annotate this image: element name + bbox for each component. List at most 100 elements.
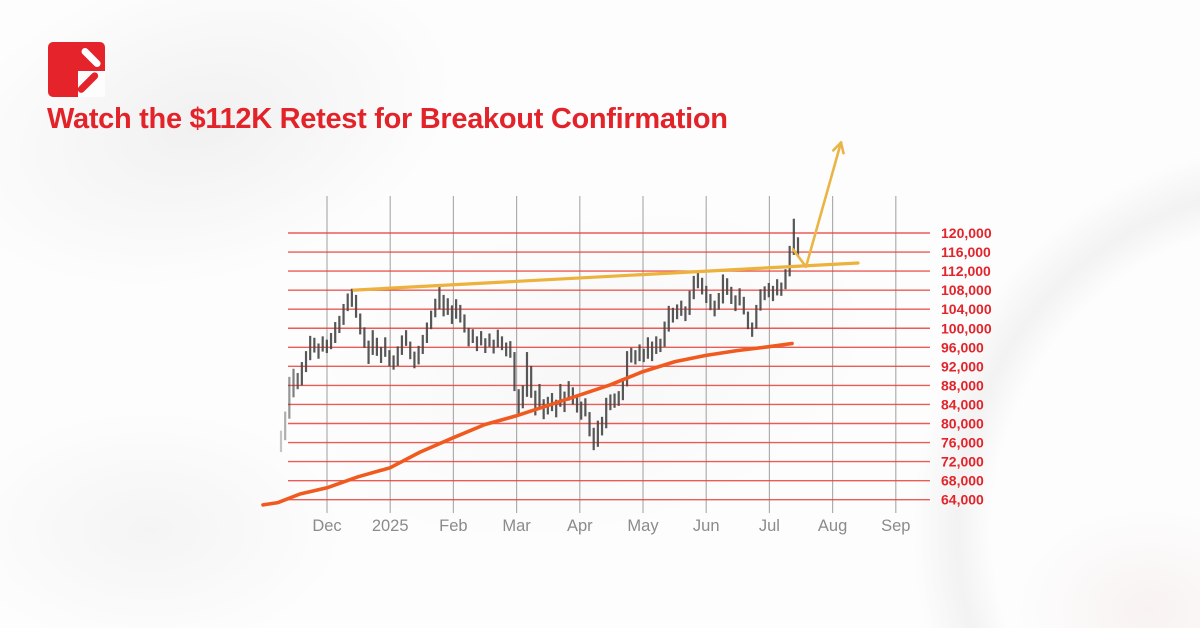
y-axis-label: 84,000 bbox=[941, 396, 984, 412]
price-bar bbox=[500, 336, 504, 351]
price-bar bbox=[738, 288, 741, 306]
price-bar bbox=[638, 344, 641, 362]
price-bar bbox=[284, 411, 287, 441]
price-bar bbox=[701, 277, 704, 295]
candlestick-series bbox=[279, 218, 800, 453]
y-axis-label: 112,000 bbox=[941, 263, 991, 279]
price-bar bbox=[304, 351, 308, 373]
price-bar bbox=[329, 333, 333, 350]
price-bar bbox=[292, 368, 295, 398]
price-bar bbox=[746, 311, 750, 330]
price-bar bbox=[505, 342, 508, 357]
price-bar bbox=[609, 394, 612, 411]
x-axis-labels: Dec 2025 Feb Mar Apr May Jun Jul Aug Sep bbox=[312, 517, 910, 535]
price-bar bbox=[475, 336, 479, 352]
x-axis-label: 2025 bbox=[372, 517, 409, 535]
price-bar bbox=[675, 304, 679, 320]
price-bar bbox=[734, 295, 737, 312]
price-bar bbox=[751, 322, 754, 337]
price-bar bbox=[359, 313, 362, 335]
x-axis-label: Mar bbox=[502, 517, 531, 535]
price-bar bbox=[667, 305, 670, 332]
price-bar bbox=[792, 218, 795, 255]
price-bar bbox=[705, 285, 708, 304]
price-bar bbox=[388, 350, 391, 367]
y-axis-label: 80,000 bbox=[941, 416, 984, 432]
price-bar bbox=[459, 304, 462, 323]
price-bar bbox=[509, 341, 512, 358]
price-bar bbox=[530, 365, 533, 398]
price-bar bbox=[788, 245, 791, 277]
price-bar bbox=[588, 412, 591, 437]
price-bar bbox=[555, 399, 558, 418]
y-axis-label: 116,000 bbox=[941, 244, 991, 260]
arrowhead-icon bbox=[831, 141, 843, 152]
price-bar bbox=[371, 330, 374, 355]
price-bar bbox=[634, 350, 637, 365]
y-axis-label: 76,000 bbox=[941, 435, 984, 451]
price-bar bbox=[671, 307, 675, 323]
price-bar bbox=[617, 391, 620, 406]
price-bar bbox=[446, 298, 449, 315]
price-bar bbox=[650, 341, 654, 362]
price-bar bbox=[350, 288, 353, 307]
price-bar bbox=[417, 345, 420, 365]
price-bar bbox=[680, 300, 683, 316]
price-bar bbox=[755, 304, 758, 329]
price-bar bbox=[688, 290, 691, 315]
price-bar bbox=[717, 293, 720, 310]
price-bar bbox=[321, 336, 324, 352]
vertical-gridlines bbox=[326, 196, 897, 513]
arrowhead-icon bbox=[839, 141, 845, 155]
price-bar bbox=[430, 310, 433, 330]
price-bar bbox=[300, 362, 303, 386]
y-axis-label: 96,000 bbox=[941, 339, 984, 355]
price-bar bbox=[625, 351, 629, 387]
price-bar bbox=[342, 303, 345, 325]
price-bar bbox=[713, 300, 716, 317]
price-bar bbox=[642, 348, 645, 363]
price-bar bbox=[413, 351, 416, 369]
price-bar bbox=[354, 294, 358, 318]
price-bar bbox=[630, 347, 633, 363]
price-bar bbox=[379, 346, 383, 364]
y-axis-label: 88,000 bbox=[941, 377, 984, 393]
price-bar bbox=[780, 282, 783, 296]
price-bar bbox=[521, 385, 524, 409]
price-bar bbox=[759, 289, 762, 311]
price-bar bbox=[575, 394, 579, 413]
price-bar bbox=[726, 278, 729, 295]
page-title: Watch the $112K Retest for Breakout Conf… bbox=[47, 103, 728, 135]
price-bar bbox=[684, 306, 687, 322]
price-bar bbox=[400, 335, 404, 355]
price-bar bbox=[467, 327, 470, 347]
price-bar bbox=[334, 322, 337, 344]
price-bar bbox=[517, 389, 520, 414]
price-bar bbox=[542, 399, 545, 420]
price-bar bbox=[567, 381, 570, 401]
price-bar bbox=[730, 286, 733, 304]
price-bar bbox=[696, 271, 700, 289]
price-bar bbox=[425, 322, 429, 344]
price-bar bbox=[580, 401, 583, 420]
price-bar bbox=[375, 337, 378, 356]
price-bar bbox=[784, 269, 787, 290]
price-bar bbox=[338, 315, 341, 334]
price-bar bbox=[592, 427, 595, 451]
price-bar bbox=[496, 329, 499, 348]
price-bar bbox=[767, 283, 770, 298]
price-bar bbox=[488, 333, 491, 347]
price-bar bbox=[621, 378, 624, 401]
moving-average-line bbox=[261, 341, 794, 507]
price-bar bbox=[309, 335, 312, 361]
price-bar bbox=[409, 341, 412, 360]
x-axis-label: Jul bbox=[759, 517, 780, 535]
price-bar bbox=[663, 321, 666, 347]
price-bar bbox=[538, 383, 541, 408]
price-bar bbox=[796, 237, 800, 256]
y-axis-label: 108,000 bbox=[941, 282, 992, 298]
price-bar bbox=[721, 274, 725, 304]
price-bar bbox=[655, 336, 658, 354]
